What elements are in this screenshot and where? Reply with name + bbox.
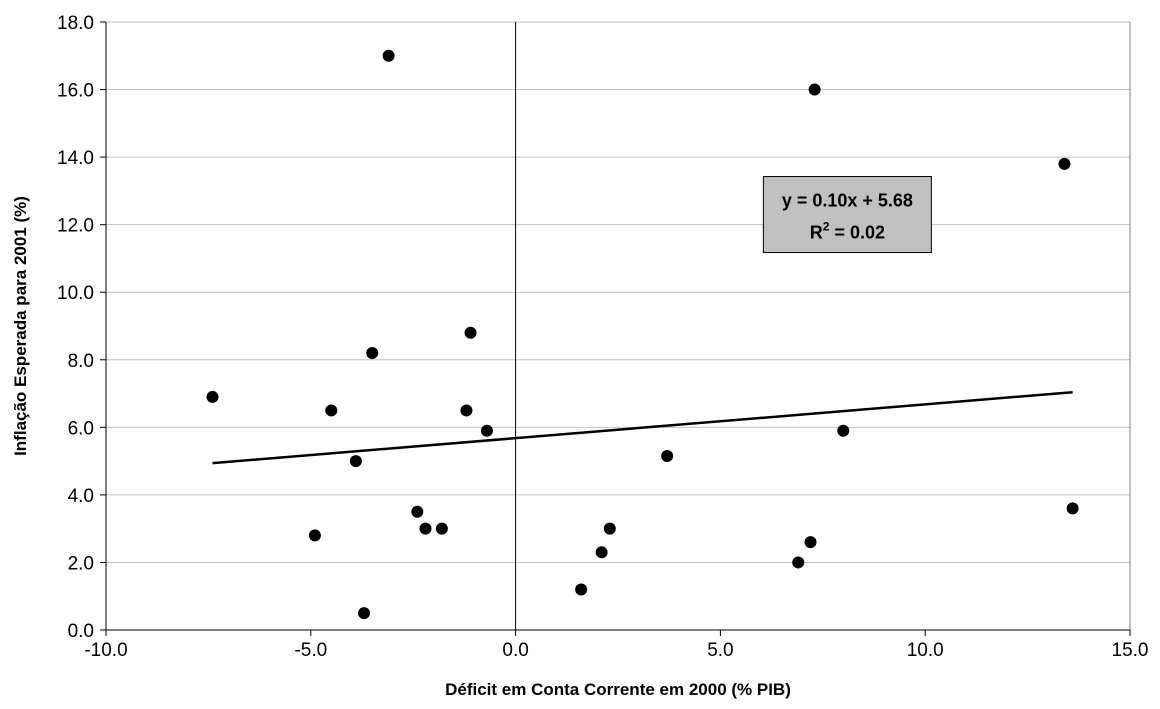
- x-tick-label: -10.0: [84, 640, 127, 661]
- y-tick-label: 16.0: [57, 81, 94, 102]
- y-tick-label: 10.0: [57, 283, 94, 304]
- y-tick-label: 2.0: [68, 553, 94, 574]
- data-point: [325, 404, 338, 417]
- x-tick-label: 5.0: [707, 640, 733, 661]
- data-point: [358, 607, 371, 620]
- y-tick-label: 18.0: [57, 13, 94, 34]
- y-tick-label: 14.0: [57, 148, 94, 169]
- data-point: [460, 404, 473, 417]
- trendline-r-squared: R2 = 0.02: [810, 220, 885, 243]
- data-point: [366, 347, 379, 360]
- data-point: [575, 583, 588, 596]
- data-point: [308, 529, 321, 542]
- data-point: [464, 326, 477, 339]
- y-tick-label: 12.0: [57, 216, 94, 237]
- data-point: [804, 536, 817, 549]
- x-tick-label: 15.0: [1112, 640, 1149, 661]
- data-point: [808, 83, 821, 96]
- data-point: [837, 424, 850, 437]
- y-tick-label: 6.0: [68, 418, 94, 439]
- data-point: [435, 522, 448, 535]
- trendline-equation: y = 0.10x + 5.68: [782, 191, 913, 211]
- data-point: [480, 424, 493, 437]
- x-tick-label: 0.0: [502, 640, 528, 661]
- y-tick-label: 4.0: [68, 486, 94, 507]
- data-points: [206, 49, 1079, 620]
- data-point: [1058, 157, 1071, 170]
- trendline: [212, 390, 1073, 465]
- y-axis-title: Inflação Esperada para 2001 (%): [11, 196, 30, 456]
- data-point: [603, 522, 616, 535]
- x-tick-label: -5.0: [294, 640, 327, 661]
- trendline-annotation-box: [762, 176, 932, 254]
- y-ticks: 0.0 2.0 4.0 6.0 8.0 10.0 12.0 14.0 16.0 18.0: [57, 13, 106, 642]
- x-tick-label: 10.0: [907, 640, 944, 661]
- data-point: [411, 505, 424, 518]
- y-tick-label: 0.0: [68, 621, 94, 642]
- data-point: [792, 556, 805, 569]
- data-point: [661, 450, 674, 463]
- data-point: [206, 390, 219, 403]
- plot-area: [106, 22, 1130, 630]
- y-tick-label: 8.0: [68, 351, 94, 372]
- data-point: [382, 49, 395, 62]
- x-ticks: -10.0 -5.0 0.0 5.0 10.0 15.0: [84, 630, 1148, 661]
- x-axis-title: Déficit em Conta Corrente em 2000 (% PIB…: [445, 680, 791, 699]
- data-point: [595, 546, 608, 559]
- data-point: [1066, 502, 1079, 515]
- data-point: [349, 455, 362, 468]
- data-point: [419, 522, 432, 535]
